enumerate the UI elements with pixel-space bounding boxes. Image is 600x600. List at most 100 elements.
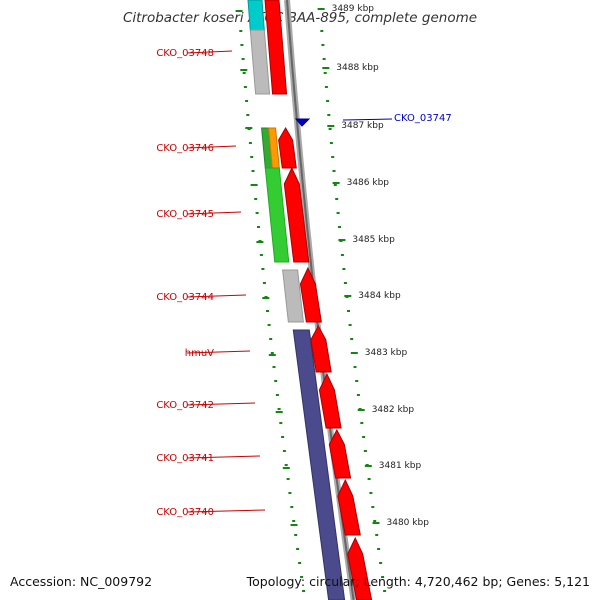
inner-major-tick (275, 411, 283, 413)
gene-label: CKO_03740 (156, 507, 214, 518)
outer-tick-dot (363, 450, 367, 452)
forward-cds-arrow (310, 324, 332, 373)
gene-leader-line (186, 50, 233, 54)
outer-major-tick (338, 239, 346, 241)
inner-major-tick (282, 467, 290, 469)
inner-tick-dot (274, 380, 278, 382)
gene-leader-line (186, 455, 261, 459)
scale-tick-label: 3486 kbp (347, 178, 390, 188)
inner-tick-dot (267, 324, 271, 326)
outer-tick-dot (340, 254, 344, 256)
scale-tick-label: 3482 kbp (372, 405, 415, 415)
outer-tick-dot (355, 380, 359, 382)
gene-label: CKO_03747 (394, 113, 452, 124)
inner-major-tick (235, 10, 243, 12)
inner-tick-dot (288, 492, 292, 494)
outer-major-tick (322, 67, 330, 69)
scale-tick-label: 3484 kbp (358, 291, 401, 301)
reverse-cds-arrow (294, 118, 311, 127)
inner-major-tick (268, 354, 276, 356)
scale-tick-label: 3485 kbp (352, 235, 395, 245)
inner-tick-dot (290, 506, 294, 508)
inner-tick-dot (302, 590, 306, 592)
accession-text: Accession: NC_009792 (10, 574, 153, 589)
inner-major-tick (250, 184, 258, 186)
outer-tick-dot (335, 198, 339, 200)
outer-tick-dot (348, 324, 352, 326)
gene-label: CKO_03748 (156, 48, 214, 59)
outer-tick-dot (367, 478, 371, 480)
gene-leader-line (186, 509, 266, 513)
outer-major-tick (327, 125, 335, 127)
scale-tick-label: 3489 kbp (332, 4, 375, 14)
gene-leader-line (186, 402, 256, 406)
inner-tick-dot (241, 58, 245, 60)
outer-tick-dot (371, 506, 375, 508)
scale-tick-label: 3480 kbp (387, 518, 430, 528)
outer-tick-dot (332, 170, 336, 172)
outer-major-tick (332, 182, 340, 184)
gray-block (249, 29, 271, 95)
gene-leader-line (186, 145, 237, 149)
inner-tick-dot (292, 520, 296, 522)
inner-tick-dot (255, 212, 259, 214)
outer-tick-dot (324, 86, 328, 88)
inner-major-tick (245, 127, 253, 129)
inner-tick-dot (248, 142, 252, 144)
inner-tick-dot (242, 72, 246, 74)
inner-tick-dot (239, 30, 243, 32)
gene-label: CKO_03741 (156, 453, 214, 464)
inner-tick-dot (245, 100, 249, 102)
outer-tick-dot (322, 58, 326, 60)
outer-major-tick (350, 352, 358, 354)
inner-tick-dot (272, 366, 276, 368)
forward-cds-arrow (264, 0, 288, 95)
outer-tick-dot (342, 268, 346, 270)
outer-tick-dot (331, 156, 335, 158)
inner-tick-dot (270, 352, 274, 354)
inner-tick-dot (275, 394, 279, 396)
inner-tick-dot (257, 226, 260, 228)
outer-major-tick (364, 465, 372, 467)
outer-tick-dot (328, 128, 332, 130)
outer-tick-dot (375, 534, 379, 536)
inner-tick-dot (261, 268, 265, 270)
gene-label: hmuV (185, 348, 214, 359)
gene-leader-line (342, 118, 393, 121)
outer-tick-dot (360, 422, 364, 424)
inner-tick-dot (286, 478, 290, 480)
outer-major-tick (344, 295, 352, 297)
gene-label: CKO_03745 (156, 209, 214, 220)
inner-tick-dot (277, 408, 281, 410)
scale-tick-label: 3483 kbp (365, 348, 408, 358)
outer-tick-dot (320, 30, 324, 32)
inner-tick-dot (298, 562, 302, 564)
outer-tick-dot (379, 562, 383, 564)
inner-tick-dot (254, 198, 258, 200)
inner-tick-dot (250, 156, 254, 158)
outer-tick-dot (350, 338, 354, 340)
inner-tick-dot (300, 576, 304, 578)
inner-tick-dot (269, 338, 273, 340)
inner-major-tick (256, 241, 264, 243)
gene-leader-line (186, 211, 242, 215)
outer-tick-dot (338, 226, 341, 228)
forward-cds-arrow (278, 127, 297, 169)
inner-major-tick (290, 524, 298, 526)
outer-tick-dot (353, 366, 357, 368)
inner-tick-dot (240, 44, 244, 46)
inner-major-tick (240, 69, 248, 71)
forward-cds-arrow (318, 372, 342, 429)
forward-cds-arrow (337, 478, 361, 536)
gene-label: CKO_03746 (156, 143, 214, 154)
green-block (264, 167, 290, 263)
inner-tick-dot (262, 282, 266, 284)
outer-tick-dot (333, 184, 337, 186)
inner-tick-dot (246, 114, 250, 116)
inner-tick-dot (296, 548, 300, 550)
outer-tick-dot (327, 114, 331, 116)
outer-tick-dot (329, 142, 333, 144)
inner-tick-dot (279, 422, 283, 424)
outer-tick-dot (383, 590, 387, 592)
